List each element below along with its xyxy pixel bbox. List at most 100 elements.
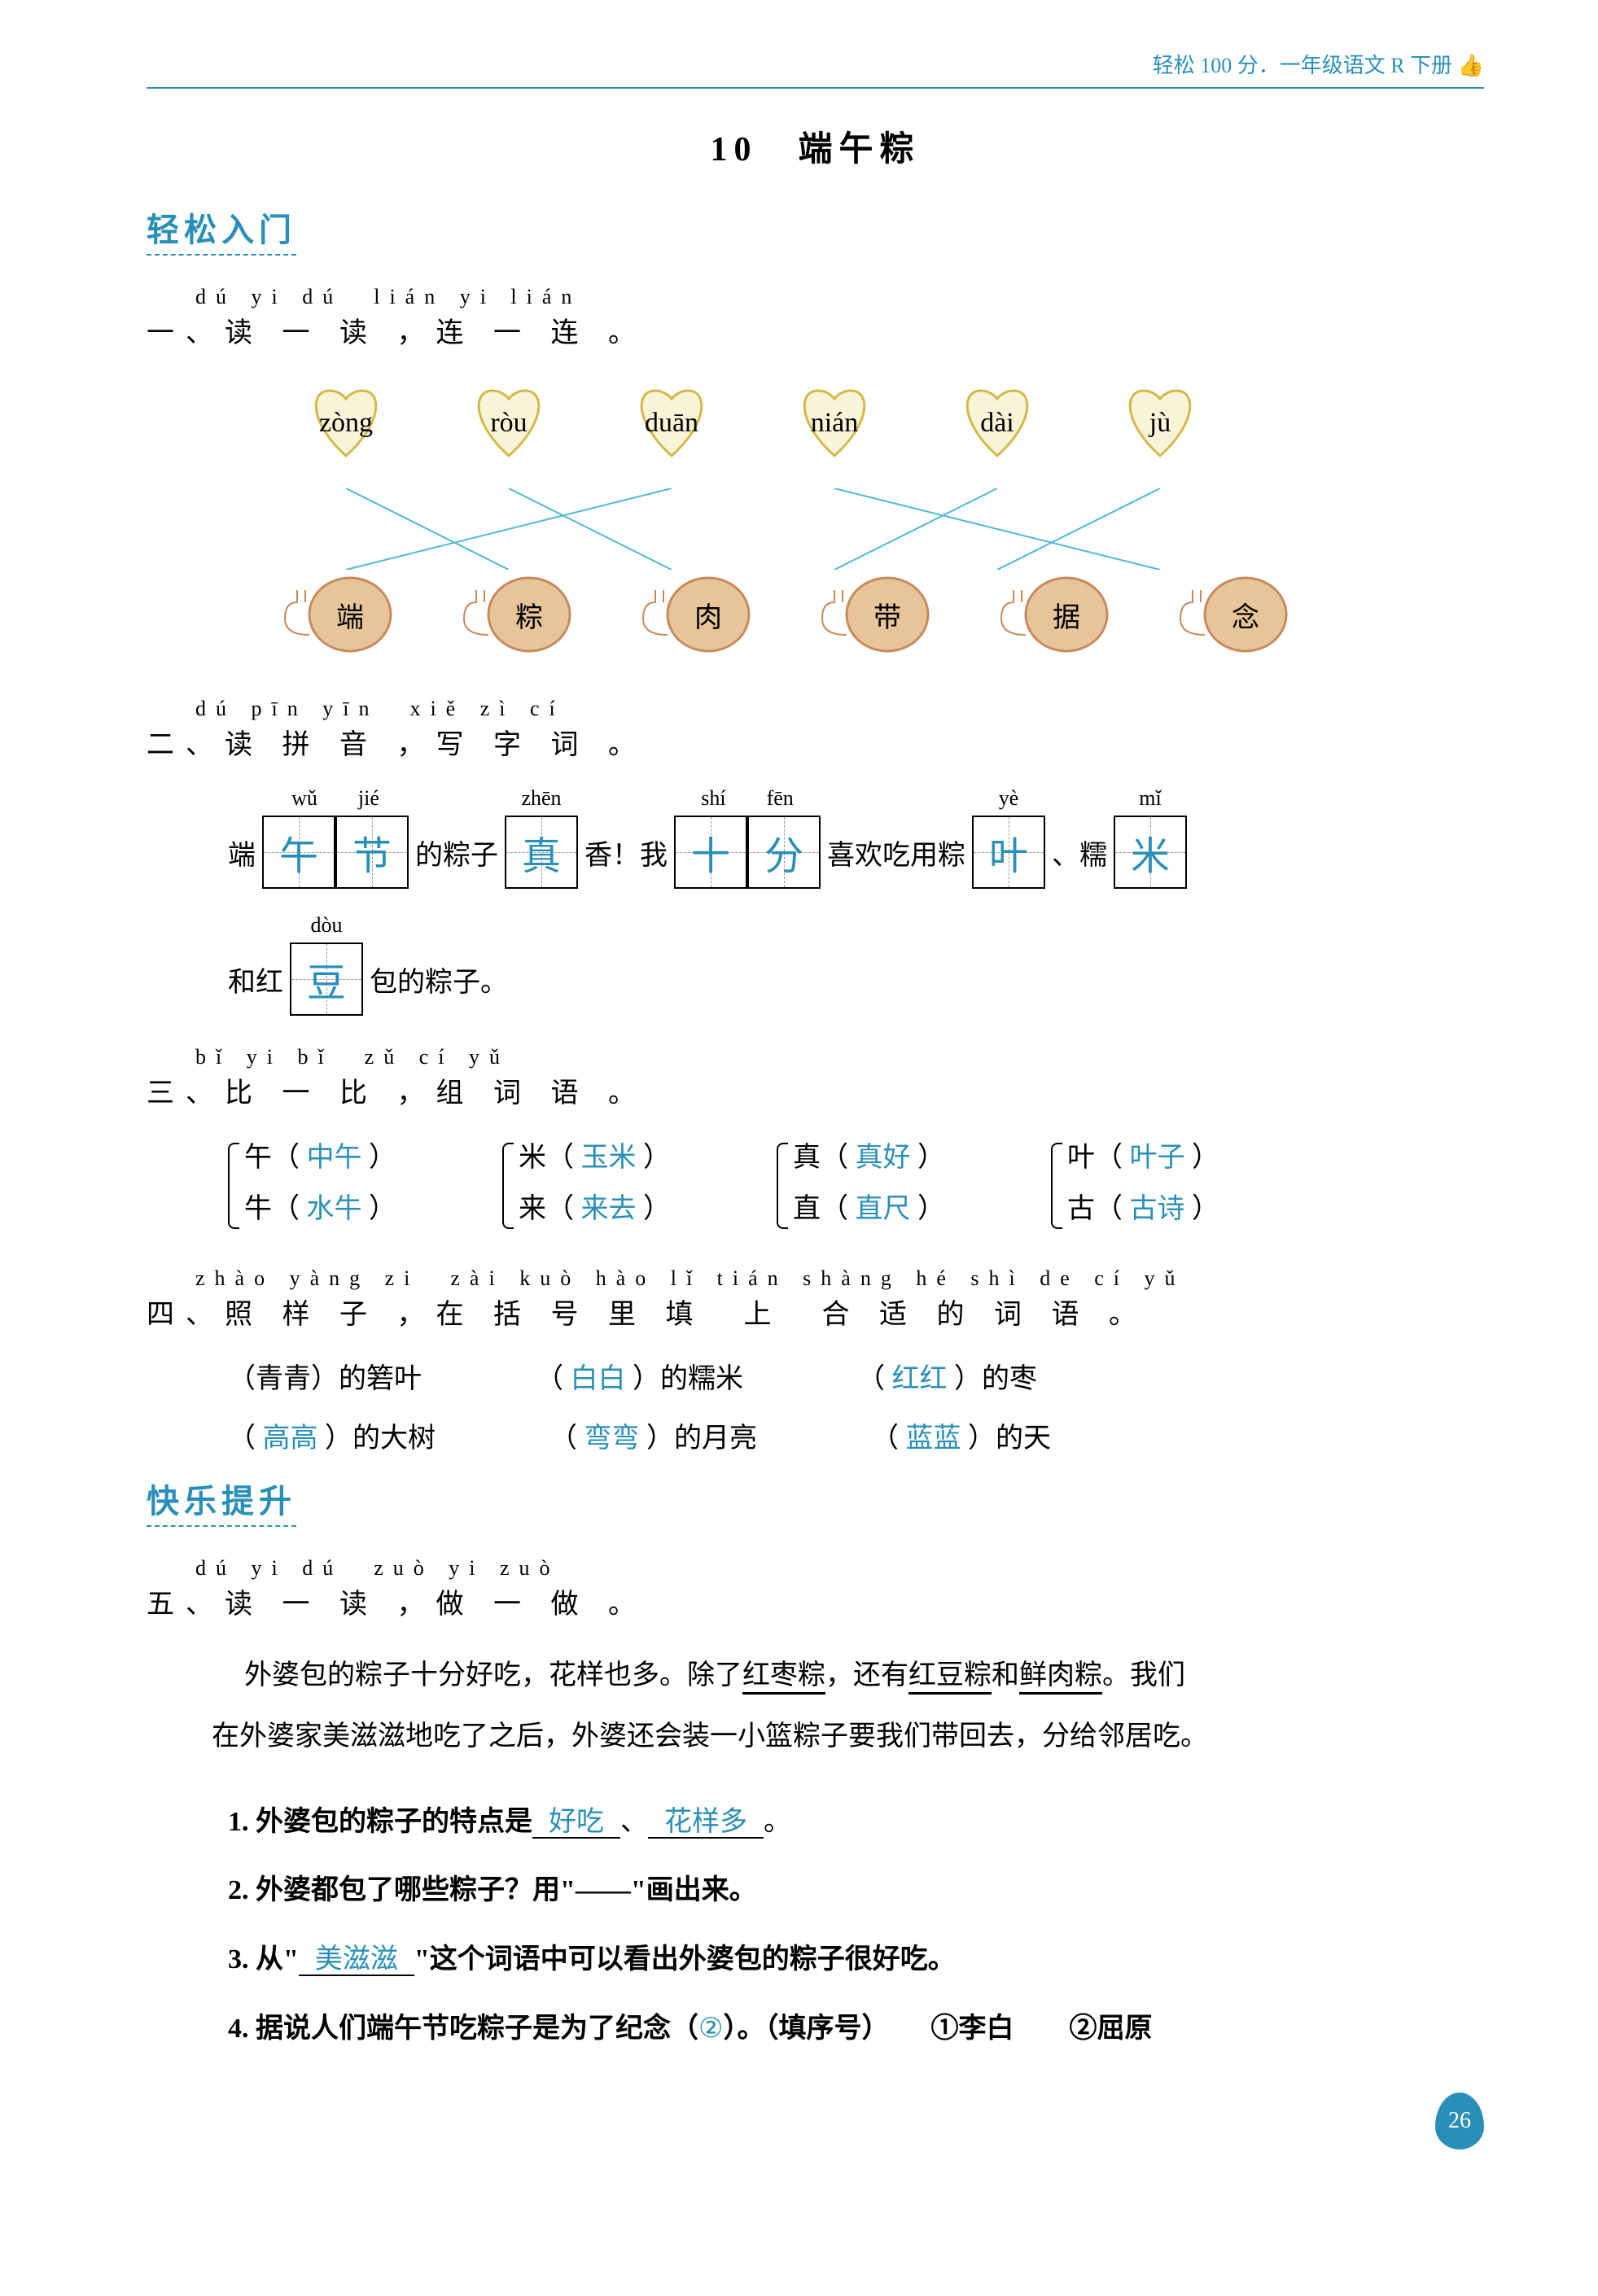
section-happy-improve: 快乐提升 dú yi dú zuò yi zuò 五、读 一 读 ，做 一 做 … xyxy=(147,1475,1484,2060)
group-pinyin: dòu xyxy=(311,913,343,938)
q1-chinese: 一、读 一 读 ，连 一 连 。 xyxy=(147,310,1484,350)
heart-item: jù xyxy=(1107,374,1213,472)
text: 和红 xyxy=(228,960,283,1016)
question-2: dú pīn yīn xiě zì cí 二、读 拼 音 ，写 字 词 。 端 … xyxy=(147,692,1484,1016)
matching-lines-svg xyxy=(293,488,1351,570)
sub-question-1: 1. 外婆包的粽子的特点是好吃、花样多。 xyxy=(228,1792,1484,1853)
char-box: 分 xyxy=(747,816,821,889)
q3-chinese: 三、比 一 比 ，组 词 语 。 xyxy=(147,1070,1484,1110)
hearts-row: zòng ròu duān nián dài jù xyxy=(293,374,1484,472)
char-group: zhēn 真 xyxy=(505,786,578,889)
char-box: 十 xyxy=(674,816,747,889)
char-box: 米 xyxy=(1114,816,1187,889)
word-pairs: 午（ 中午 ） 牛（ 水牛 ） 米（ 玉米 ） 来（ 来去 ） 真（ 真好 ） … xyxy=(228,1135,1484,1237)
sub-question-2: 2. 外婆都包了哪些粽子？用"——"画出来。 xyxy=(228,1861,1484,1922)
char-group: wǔjié 午节 xyxy=(262,786,409,889)
heart-item: duān xyxy=(619,374,725,472)
heart-text: dài xyxy=(980,408,1014,439)
question-4: zhào yàng zi zài kuò hào lǐ tián shàng h… xyxy=(147,1262,1484,1455)
section2-header: 快乐提升 xyxy=(147,1475,296,1527)
q2-pinyin: dú pīn yīn xiě zì cí xyxy=(195,692,1484,722)
char-box: 节 xyxy=(335,816,409,889)
text: 包的粽子。 xyxy=(370,960,508,1016)
thumbs-icon: 👍 xyxy=(1458,54,1484,77)
sub-question-3: 3. 从"美滋滋"这个词语中可以看出外婆包的粽子很好吃。 xyxy=(228,1930,1484,1991)
snail-text: 粽 xyxy=(515,595,543,635)
group-pinyin: zhēn xyxy=(521,786,561,811)
heart-item: zòng xyxy=(293,374,399,472)
heart-text: ròu xyxy=(490,408,527,439)
char-group: yè 叶 xyxy=(972,786,1045,889)
question-3: bǐ yi bǐ zǔ cí yǔ 三、比 一 比 ，组 词 语 。 午（ 中午… xyxy=(147,1040,1484,1237)
q2-sentence-1: 端 wǔjié 午节 的粽子 zhēn 真 香！我 shífēn 十分 喜欢吃用… xyxy=(228,786,1484,889)
underlined-word: 红枣粽 xyxy=(742,1660,825,1695)
char-box: 真 xyxy=(505,816,578,889)
fill-row-1: （青青）的箬叶 （ 白白 ）的糯米 （ 红红 ）的枣 xyxy=(228,1356,1484,1396)
fill-item: （ 红红 ）的枣 xyxy=(857,1356,1037,1396)
heart-text: zòng xyxy=(319,408,373,439)
fill-item: （ 弯弯 ）的月亮 xyxy=(549,1415,757,1455)
heart-item: dài xyxy=(944,374,1050,472)
snail-item: 肉 xyxy=(635,570,757,659)
group-pinyin: shífēn xyxy=(701,786,794,811)
snail-text: 端 xyxy=(336,595,364,635)
char-group: mǐ 米 xyxy=(1114,786,1187,889)
snail-item: 带 xyxy=(814,570,936,659)
header-text: 轻松 100 分．一年级语文 R 下册 xyxy=(1153,54,1452,77)
heart-text: duān xyxy=(645,408,698,439)
snail-text: 肉 xyxy=(694,595,722,635)
char-box: 豆 xyxy=(290,942,363,1016)
heart-item: nián xyxy=(781,374,887,472)
snail-item: 粽 xyxy=(456,570,578,659)
q4-chinese: 四、照 样 子 ，在 括 号 里 填 上 合 适 的 词 语 。 xyxy=(147,1292,1484,1332)
text: 的粽子 xyxy=(415,833,498,889)
q5-chinese: 五、读 一 读 ，做 一 做 。 xyxy=(147,1581,1484,1621)
group-pinyin: mǐ xyxy=(1139,786,1161,811)
snail-text: 据 xyxy=(1053,595,1080,635)
reading-passage: 外婆包的粽子十分好吃，花样也多。除了红枣粽，还有红豆粽和鲜肉粽。我们 在外婆家美… xyxy=(244,1646,1484,1768)
group-pinyin: yè xyxy=(999,786,1019,811)
fill-item: （青青）的箬叶 xyxy=(228,1356,422,1396)
heart-text: nián xyxy=(811,408,859,439)
word-pair: 午（ 中午 ） 牛（ 水牛 ） xyxy=(228,1135,396,1237)
snail-item: 端 xyxy=(277,570,399,659)
char-box: 叶 xyxy=(972,816,1045,889)
connection-lines xyxy=(293,488,1484,570)
section1-header: 轻松入门 xyxy=(147,203,296,256)
text: 喜欢吃用粽 xyxy=(827,833,965,889)
sub-question-4: 4. 据说人们端午节吃粽子是为了纪念（②）。（填序号） ①李白 ②屈原 xyxy=(228,1999,1484,2060)
text: 端 xyxy=(228,833,256,889)
char-box: 午 xyxy=(262,816,335,889)
group-pinyin: wǔjié xyxy=(291,786,379,811)
underlined-word: 鲜肉粽 xyxy=(1019,1660,1102,1695)
snail-item: 念 xyxy=(1172,570,1294,659)
q2-sentence-2: 和红 dòu 豆 包的粽子。 xyxy=(228,913,1484,1016)
text: 香！我 xyxy=(584,833,668,889)
snail-text: 带 xyxy=(873,595,901,635)
q4-pinyin: zhào yàng zi zài kuò hào lǐ tián shàng h… xyxy=(195,1262,1484,1292)
heart-text: jù xyxy=(1149,408,1171,439)
fill-item: （ 蓝蓝 ）的天 xyxy=(871,1415,1051,1455)
q2-chinese: 二、读 拼 音 ，写 字 词 。 xyxy=(147,722,1484,762)
char-group: dòu 豆 xyxy=(290,913,363,1016)
page-number: 26 xyxy=(1435,2093,1484,2149)
page-number-container: 26 xyxy=(147,2093,1484,2149)
word-pair: 米（ 玉米 ） 来（ 来去 ） xyxy=(502,1135,671,1237)
page-header: 轻松 100 分．一年级语文 R 下册 👍 xyxy=(147,49,1484,89)
snail-text: 念 xyxy=(1232,595,1259,635)
word-pair: 真（ 真好 ） 直（ 直尺 ） xyxy=(777,1135,945,1237)
fill-item: （ 白白 ）的糯米 xyxy=(536,1356,743,1396)
q3-pinyin: bǐ yi bǐ zǔ cí yǔ xyxy=(195,1040,1484,1070)
section-easy-intro: 轻松入门 dú yi dú lián yi lián 一、读 一 读 ，连 一 … xyxy=(147,203,1484,1455)
char-group: shífēn 十分 xyxy=(674,786,821,889)
heart-item: ròu xyxy=(456,374,562,472)
question-1: dú yi dú lián yi lián 一、读 一 读 ，连 一 连 。 z… xyxy=(147,280,1484,659)
fill-row-2: （ 高高 ）的大树 （ 弯弯 ）的月亮 （ 蓝蓝 ）的天 xyxy=(228,1415,1484,1455)
word-pair: 叶（ 叶子 ） 古（ 古诗 ） xyxy=(1051,1135,1219,1237)
snail-item: 据 xyxy=(993,570,1115,659)
fill-item: （ 高高 ）的大树 xyxy=(228,1415,436,1455)
q1-pinyin: dú yi dú lián yi lián xyxy=(195,280,1484,310)
text: 、糯 xyxy=(1052,833,1107,889)
question-5: dú yi dú zuò yi zuò 五、读 一 读 ，做 一 做 。 外婆包… xyxy=(147,1551,1484,2060)
underlined-word: 红豆粽 xyxy=(908,1660,992,1695)
